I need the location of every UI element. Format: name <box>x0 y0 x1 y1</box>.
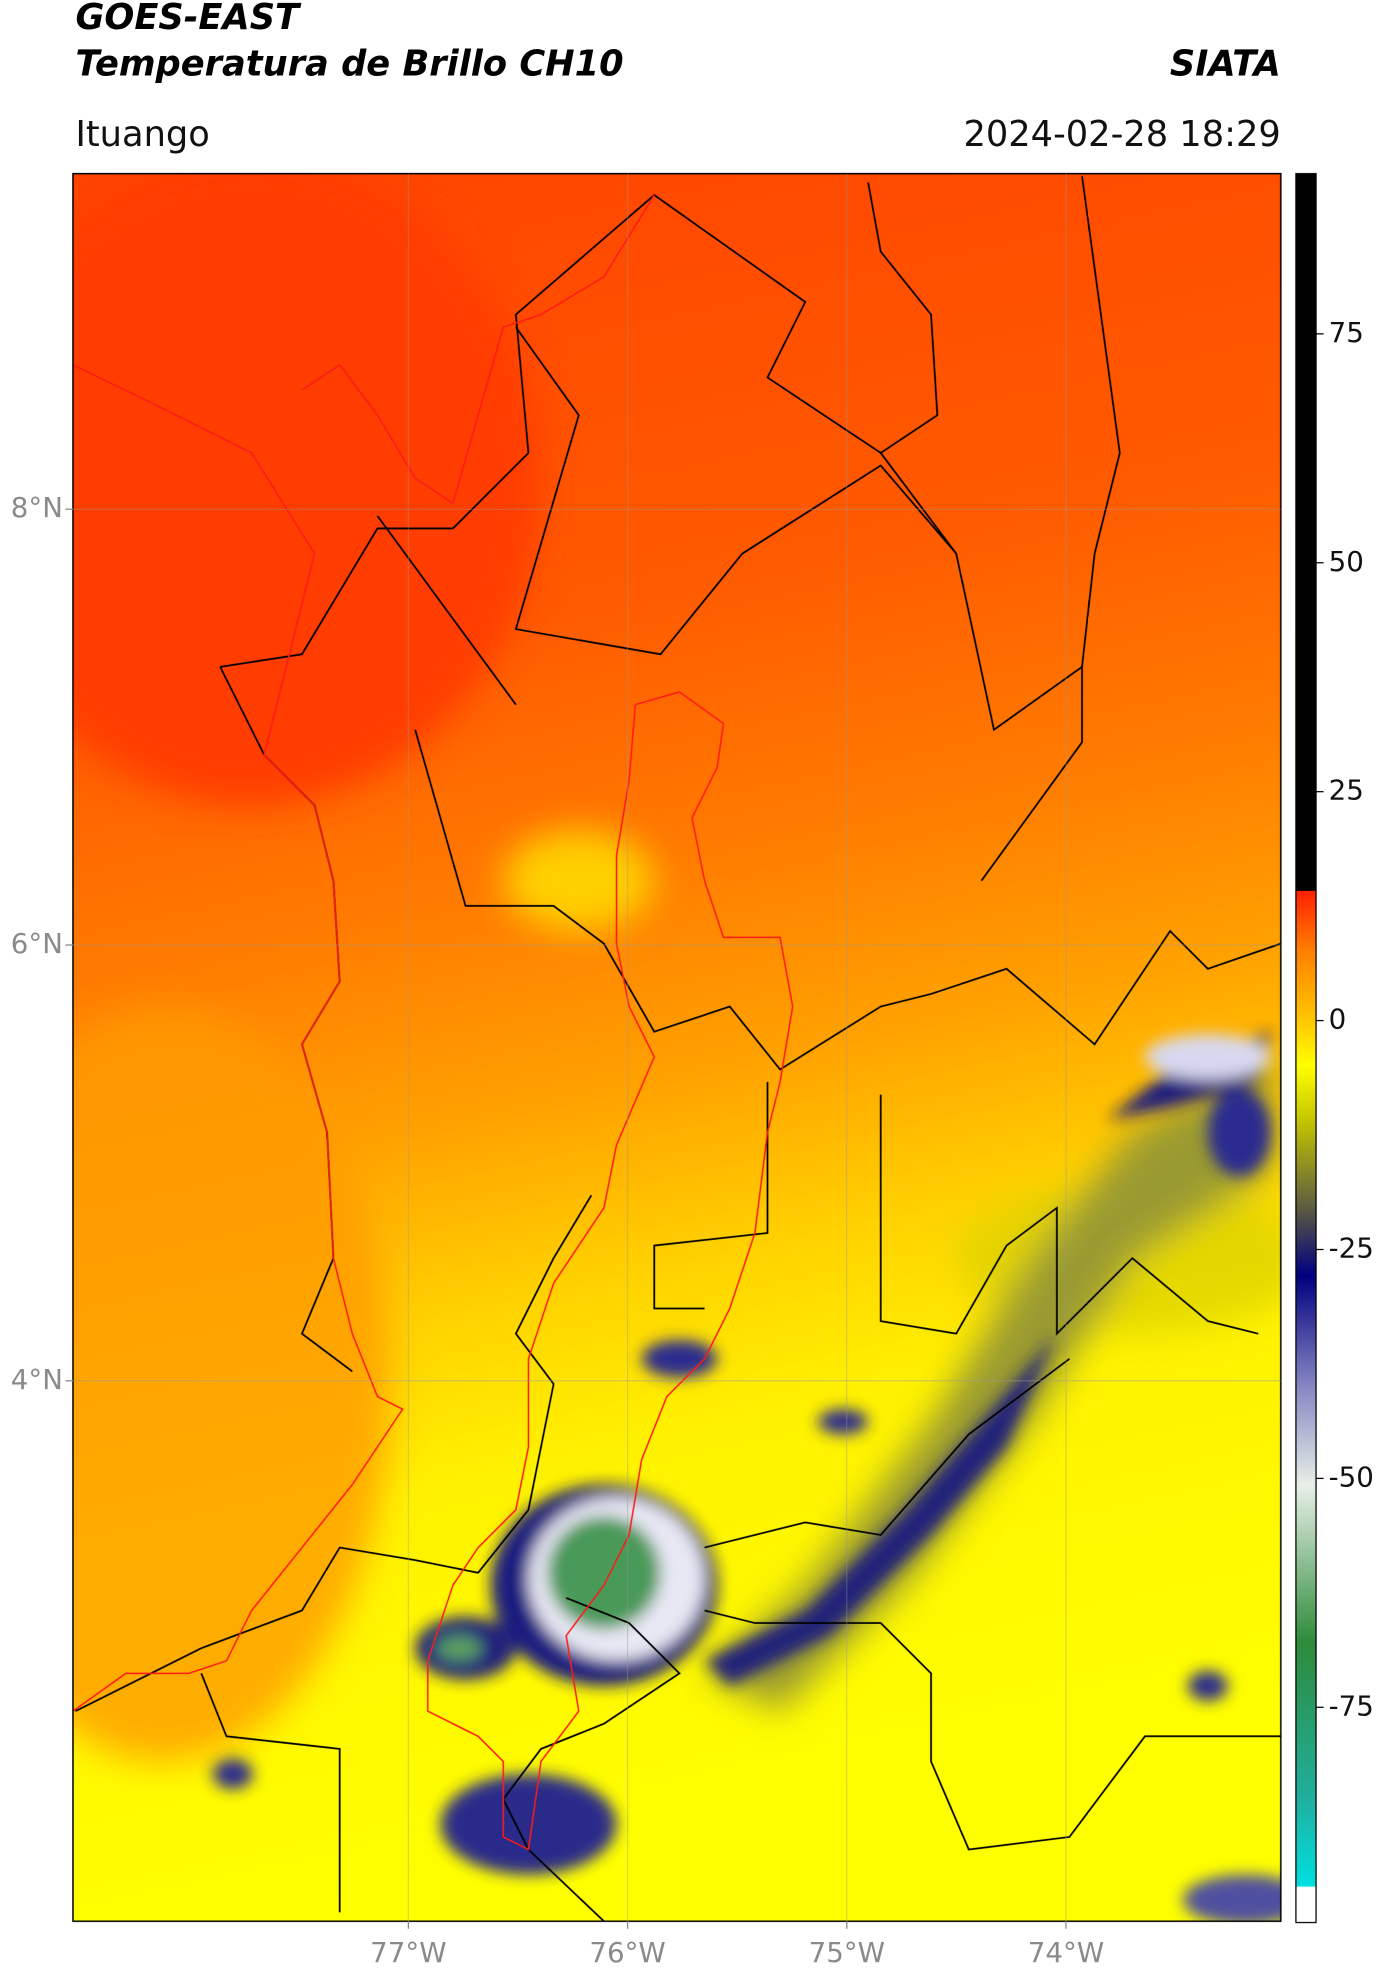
x-tick-label: 74°W <box>1028 1936 1104 1969</box>
colorbar-tick-label: -50 <box>1329 1460 1374 1493</box>
datetime: 2024-02-28 18:29 <box>963 114 1280 155</box>
map-image <box>72 173 1281 1922</box>
basin-and-coast <box>72 194 794 1851</box>
title: GOES-EAST <box>75 0 302 38</box>
colorbar-tick-label: 25 <box>1329 774 1364 807</box>
location: Ituango <box>75 114 209 155</box>
x-tick-label: 76°W <box>589 1936 665 1969</box>
x-tick-label: 77°W <box>370 1936 446 1969</box>
colorbar <box>1295 172 1317 1924</box>
y-tick-label: 6°N <box>11 927 63 960</box>
subtitle: Temperatura de Brillo CH10 <box>75 43 623 84</box>
colorbar-tick-label: -25 <box>1329 1232 1374 1265</box>
colorbar-tick-label: 50 <box>1329 545 1364 578</box>
y-tick-label: 8°N <box>11 491 63 524</box>
y-tick-label: 4°N <box>11 1363 63 1396</box>
map-frame <box>72 172 1282 1922</box>
x-tick-label: 75°W <box>809 1936 885 1969</box>
source: SIATA <box>1170 43 1281 84</box>
colorbar-tick-label: -75 <box>1329 1689 1374 1722</box>
colorbar-tick-label: 75 <box>1329 316 1364 349</box>
colorbar-tick-label: 0 <box>1329 1003 1347 1036</box>
